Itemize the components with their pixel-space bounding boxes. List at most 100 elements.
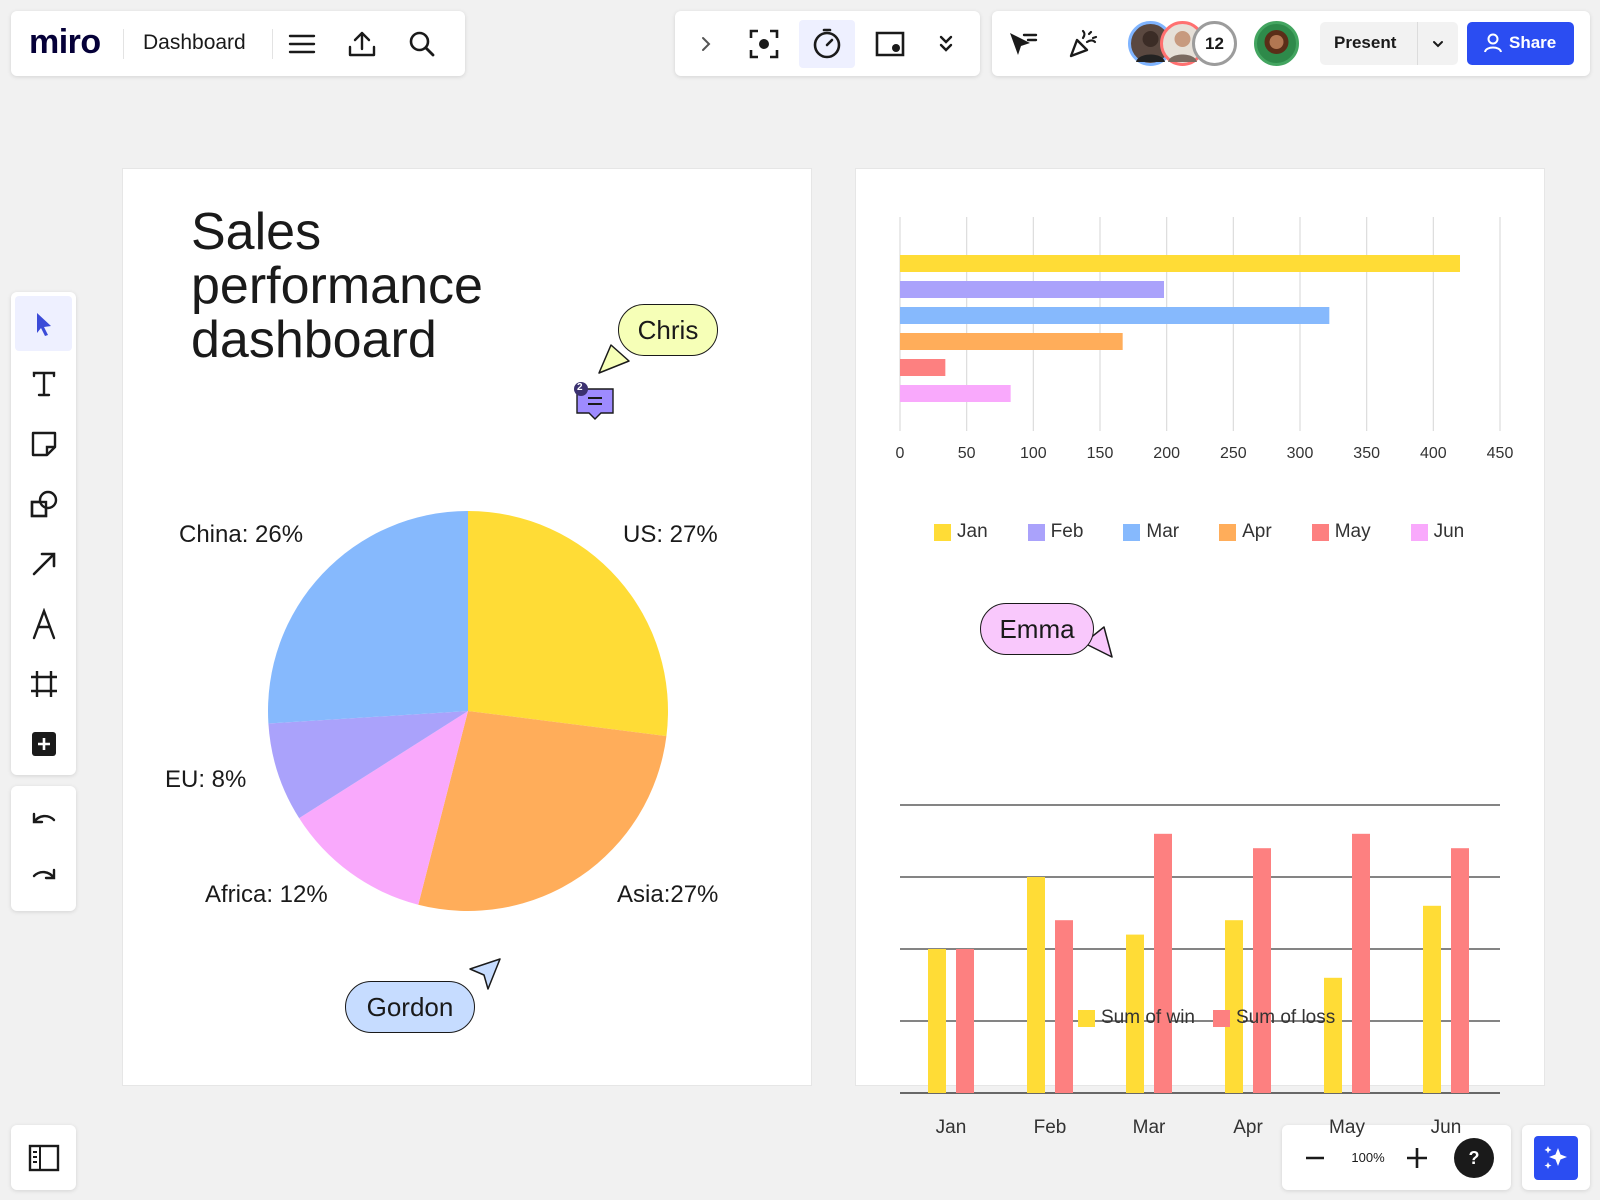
timer-button[interactable] bbox=[799, 20, 855, 68]
bar-charts-frame[interactable]: 0 50 100 150 200 250 300 350 400 450 Jan Feb Mar Apr… bbox=[855, 168, 1545, 1138]
pie-chart-frame[interactable]: Sales performance dashboard Chris 2 US: … bbox=[122, 168, 812, 1086]
creation-toolbar bbox=[11, 292, 76, 775]
chevron-right-icon bbox=[702, 37, 711, 51]
bring-to-me-button[interactable] bbox=[1002, 23, 1044, 65]
horizontal-bar-chart bbox=[899, 217, 1501, 431]
bar bbox=[1154, 833, 1172, 1093]
menu-icon bbox=[288, 34, 316, 54]
legend-label: Sum of win bbox=[1101, 1007, 1195, 1028]
legend-label: Mar bbox=[1146, 521, 1180, 542]
undo-button[interactable] bbox=[19, 796, 68, 845]
focus-button[interactable] bbox=[737, 20, 791, 68]
help-button[interactable]: ? bbox=[1454, 1138, 1494, 1178]
divider bbox=[1417, 22, 1418, 65]
legend-swatch bbox=[1311, 523, 1329, 541]
person-avatar-icon bbox=[1264, 30, 1289, 54]
present-label: Present bbox=[1334, 33, 1397, 52]
select-tool[interactable] bbox=[15, 296, 72, 351]
sticky-note-tool[interactable] bbox=[15, 416, 72, 471]
ai-assistant-button[interactable] bbox=[1534, 1136, 1578, 1180]
bar bbox=[928, 949, 946, 1093]
bar bbox=[900, 385, 1011, 402]
bar bbox=[1253, 848, 1271, 1093]
card-button[interactable] bbox=[863, 20, 917, 68]
legend-label: Jun bbox=[1433, 521, 1465, 542]
sticky-note-icon bbox=[31, 431, 56, 456]
focus-icon bbox=[749, 29, 779, 59]
upload-icon bbox=[348, 31, 376, 57]
history-toolbar bbox=[11, 786, 76, 911]
bar bbox=[900, 333, 1123, 350]
user-icon bbox=[1484, 33, 1502, 53]
cursor-icon bbox=[1010, 33, 1038, 55]
x-category-label: Mar bbox=[1132, 1117, 1166, 1138]
search-button[interactable] bbox=[401, 23, 443, 65]
legend-label: May bbox=[1334, 521, 1371, 542]
pie-slice-label: China: 26% bbox=[179, 521, 304, 548]
connector-tool[interactable] bbox=[15, 536, 72, 591]
x-category-label: Jun bbox=[1430, 1117, 1462, 1138]
sidebar-icon bbox=[28, 1144, 59, 1171]
x-tick-label: 350 bbox=[1353, 445, 1380, 462]
collaborator-count-badge[interactable]: 12 bbox=[1192, 21, 1237, 66]
divider bbox=[123, 29, 124, 59]
comment-icon bbox=[574, 382, 614, 420]
comment-count: 2 bbox=[577, 382, 583, 393]
miro-logo[interactable]: miro bbox=[29, 23, 101, 61]
grouped-bar-chart bbox=[900, 804, 1500, 1094]
pie-chart bbox=[268, 511, 668, 911]
frame-tool[interactable] bbox=[15, 656, 72, 711]
x-tick-label: 200 bbox=[1153, 445, 1180, 462]
title-line: Sales bbox=[191, 203, 322, 261]
present-options-button[interactable] bbox=[1426, 32, 1450, 56]
zoom-level[interactable]: 100% bbox=[1351, 1150, 1385, 1165]
more-tools-button[interactable] bbox=[925, 23, 967, 65]
text-icon bbox=[32, 371, 55, 396]
menu-button[interactable] bbox=[281, 23, 323, 65]
legend-item: Apr bbox=[1219, 521, 1272, 543]
shapes-tool[interactable] bbox=[15, 476, 72, 531]
legend-item: Jun bbox=[1410, 521, 1465, 543]
legend-swatch bbox=[1027, 523, 1045, 541]
pen-icon bbox=[32, 607, 55, 639]
bar bbox=[1126, 934, 1144, 1093]
title-line: performance bbox=[191, 257, 483, 315]
comment-marker[interactable]: 2 bbox=[573, 381, 619, 428]
shapes-icon bbox=[30, 490, 57, 517]
board-name[interactable]: Dashboard bbox=[143, 31, 246, 54]
bar bbox=[900, 307, 1330, 324]
x-category-label: Jan bbox=[935, 1117, 967, 1138]
present-button[interactable]: Present bbox=[1320, 22, 1458, 65]
zoom-controls: 100% ? bbox=[1282, 1125, 1511, 1190]
cursor-label-emma: Emma bbox=[980, 603, 1094, 655]
zoom-in-button[interactable] bbox=[1396, 1137, 1438, 1179]
x-tick-label: 300 bbox=[1286, 445, 1314, 462]
cursor-label-gordon: Gordon bbox=[345, 981, 475, 1033]
celebrate-icon bbox=[1069, 29, 1098, 58]
pie-slice bbox=[268, 511, 468, 724]
sparkle-icon bbox=[1544, 1146, 1567, 1169]
legend-label: Jan bbox=[957, 521, 988, 542]
celebrate-button[interactable] bbox=[1062, 23, 1104, 65]
text-tool[interactable] bbox=[15, 356, 72, 411]
dashboard-title[interactable]: Sales performance dashboard bbox=[191, 205, 611, 367]
legend-swatch bbox=[1123, 523, 1141, 541]
avatar[interactable] bbox=[1254, 21, 1299, 66]
pen-tool[interactable] bbox=[15, 596, 72, 651]
timer-icon bbox=[813, 28, 841, 59]
pie-slice bbox=[299, 711, 468, 905]
upload-button[interactable] bbox=[341, 23, 383, 65]
bar bbox=[1027, 877, 1045, 1093]
share-button[interactable]: Share bbox=[1467, 22, 1574, 65]
board-panel-toggle[interactable] bbox=[11, 1125, 76, 1190]
more-apps-button[interactable] bbox=[15, 716, 72, 771]
pie-slice bbox=[268, 711, 468, 819]
share-label: Share bbox=[1509, 33, 1557, 52]
ai-assistant-panel bbox=[1522, 1125, 1590, 1190]
bar bbox=[900, 255, 1460, 272]
zoom-out-button[interactable] bbox=[1294, 1137, 1336, 1179]
redo-button[interactable] bbox=[19, 852, 68, 901]
x-tick-label: 100 bbox=[1019, 445, 1047, 462]
sidebar-toggle-button[interactable] bbox=[21, 1135, 66, 1180]
expand-toolbar-button[interactable] bbox=[685, 23, 727, 65]
